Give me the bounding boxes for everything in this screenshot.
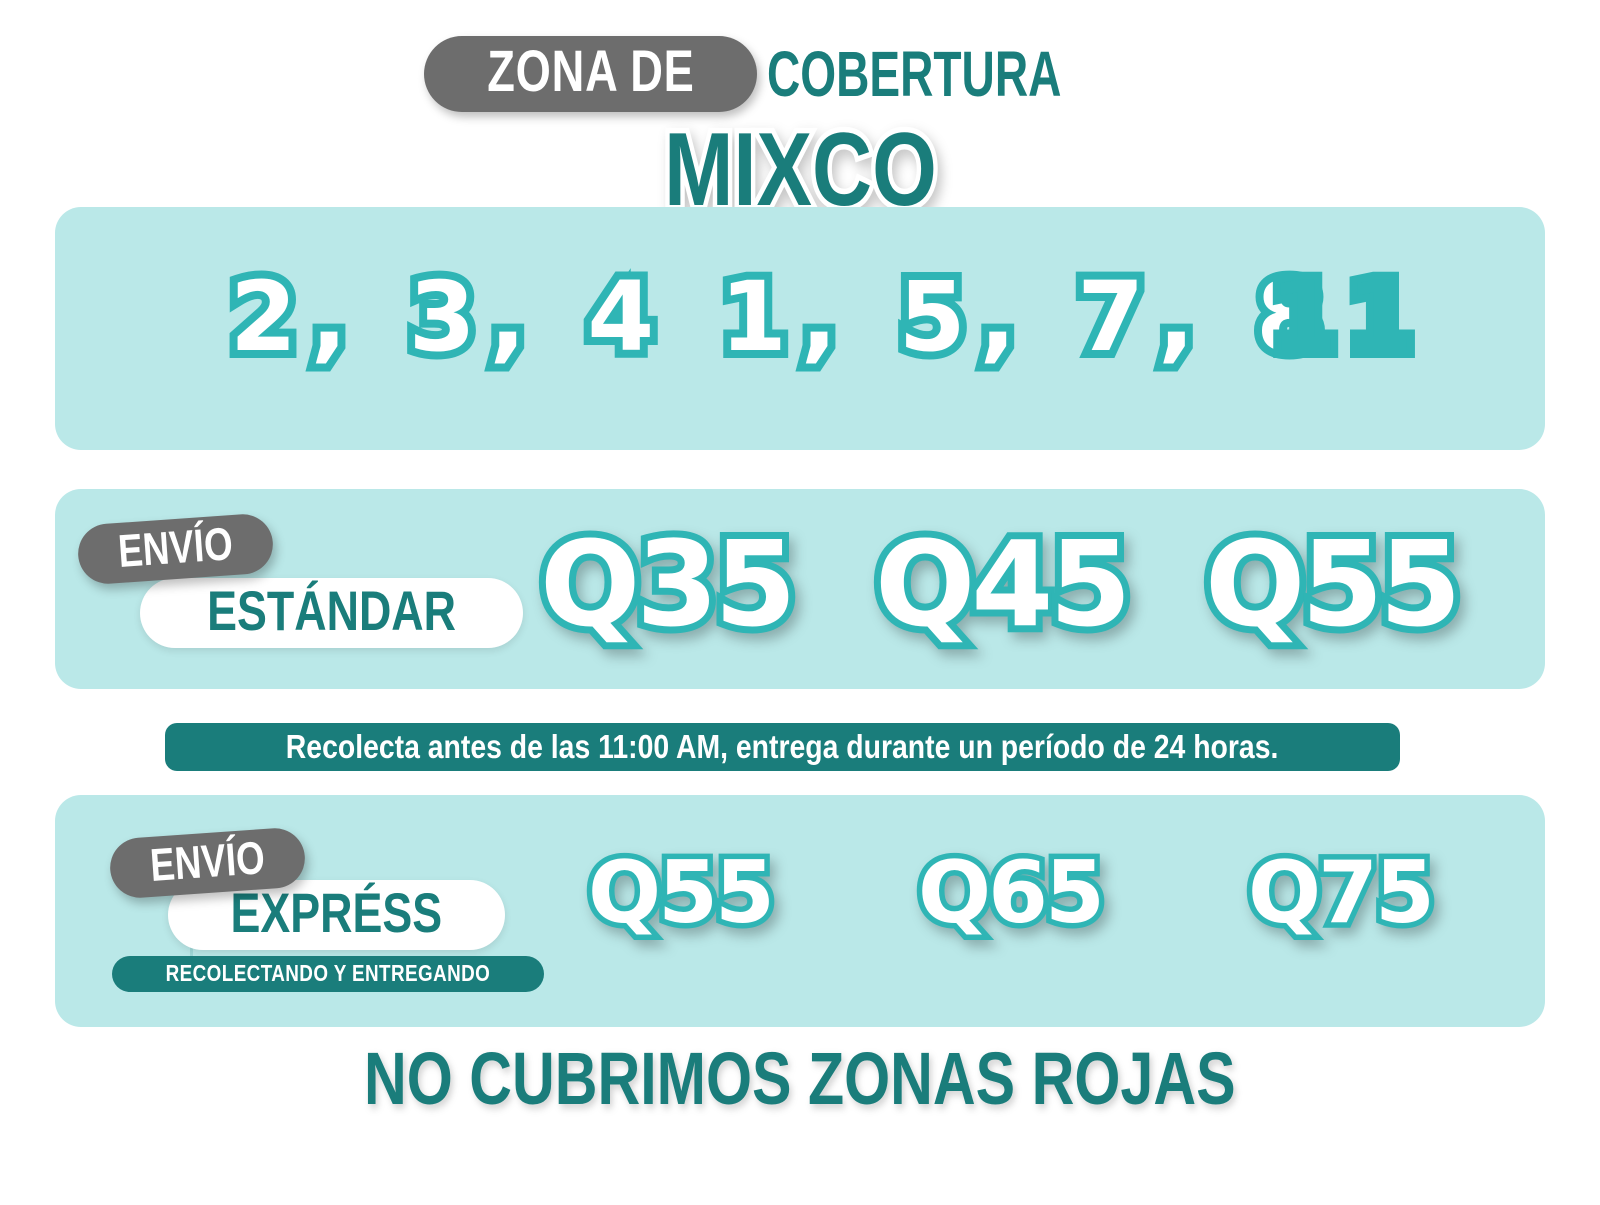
page-title: COBERTURA — [767, 38, 1062, 110]
standard-price-1: Q35 — [533, 515, 803, 653]
zona-de-badge: ZONA DE — [423, 36, 758, 112]
zones-row: 2, 3, 4 1, 5, 7, 8 11 — [55, 207, 1545, 450]
express-price-2: Q65 — [913, 843, 1111, 943]
delivery-note-banner: Recolecta antes de las 11:00 AM, entrega… — [165, 723, 1400, 771]
express-price-1: Q55 — [583, 843, 781, 943]
header: ZONA DE COBERTURA MIXCO — [0, 0, 1600, 228]
express-envio-label: ENVÍO — [148, 831, 267, 891]
standard-price-2: Q45 — [868, 515, 1138, 653]
zona-de-badge-label: ZONA DE — [486, 39, 695, 104]
standard-service-badge: ESTÁNDAR — [140, 578, 524, 648]
title-row: ZONA DE COBERTURA — [0, 36, 1600, 112]
zones-panel — [55, 207, 1545, 450]
zone-group-c: 11 — [1262, 261, 1424, 373]
standard-service-label: ESTÁNDAR — [207, 579, 457, 642]
standard-price-3: Q55 — [1198, 515, 1468, 653]
delivery-note-text: Recolecta antes de las 11:00 AM, entrega… — [286, 728, 1279, 765]
express-sub-badge: RECOLECTANDO Y ENTREGANDO — [112, 956, 544, 992]
standard-envio-label: ENVÍO — [116, 517, 235, 577]
zone-group-b: 1, 5, 7, 8 — [712, 261, 1337, 373]
footer: NO CUBRIMOS ZONAS ROJAS — [0, 1040, 1600, 1118]
express-price-3: Q75 — [1243, 843, 1441, 943]
express-service-label: EXPRÉSS — [230, 881, 443, 944]
footer-disclaimer: NO CUBRIMOS ZONAS ROJAS — [364, 1037, 1236, 1120]
zone-group-a: 2, 3, 4 — [222, 261, 669, 373]
express-sub-label: RECOLECTANDO Y ENTREGANDO — [165, 960, 491, 986]
